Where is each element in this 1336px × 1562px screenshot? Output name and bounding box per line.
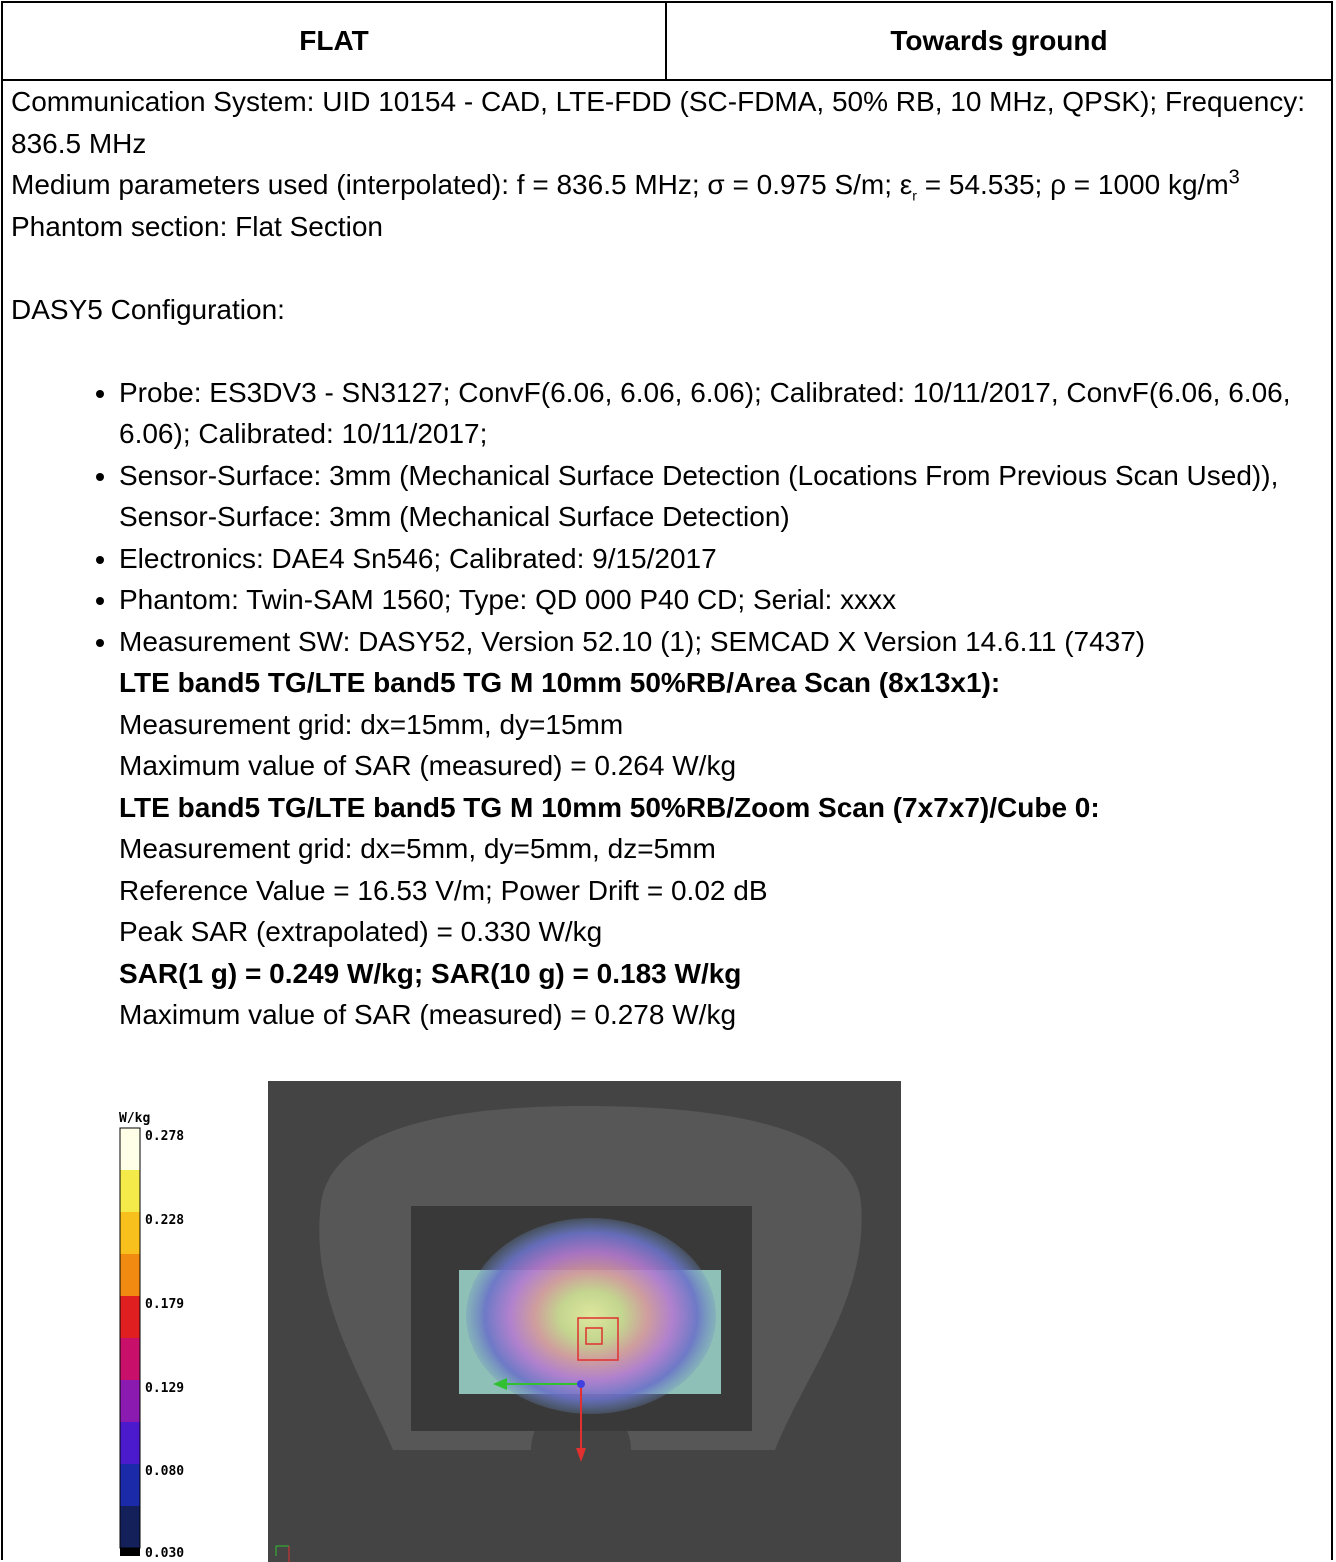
scan-title: LTE band5 TG/LTE band5 TG M 10mm 50%RB/Z… (119, 787, 1321, 829)
bullet: Sensor-Surface: 3mm (Mechanical Surface … (119, 455, 1321, 538)
page: FLAT Towards ground Communication System… (0, 0, 1336, 1560)
header-row: FLAT Towards ground (3, 3, 1331, 81)
colorbar-label: 0.030 (145, 1546, 184, 1561)
scan-line: Measurement grid: dx=5mm, dy=5mm, dz=5mm (119, 828, 1321, 870)
scan-block: LTE band5 TG/LTE band5 TG M 10mm 50%RB/A… (119, 662, 1321, 1036)
colorbar-label: 0.278 (145, 1129, 184, 1144)
header-cell: Towards ground (667, 3, 1331, 79)
paragraph: Medium parameters used (interpolated): f… (11, 164, 1321, 206)
superscript: 3 (1229, 167, 1240, 189)
scan-line: Maximum value of SAR (measured) = 0.264 … (119, 745, 1321, 787)
scan-line: Peak SAR (extrapolated) = 0.330 W/kg (119, 911, 1321, 953)
text: Medium parameters used (interpolated): f… (11, 169, 912, 200)
colorbar-unit: W/kg (119, 1111, 150, 1126)
bullet: Probe: ES3DV3 - SN3127; ConvF(6.06, 6.06… (119, 372, 1321, 455)
scan-line: Maximum value of SAR (measured) = 0.278 … (119, 994, 1321, 1036)
scan-title: LTE band5 TG/LTE band5 TG M 10mm 50%RB/A… (119, 662, 1321, 704)
paragraph: Communication System: UID 10154 - CAD, L… (11, 81, 1321, 164)
report-table: FLAT Towards ground Communication System… (1, 1, 1333, 1560)
bullet: Electronics: DAE4 Sn546; Calibrated: 9/1… (119, 538, 1321, 580)
paragraph: Phantom section: Flat Section (11, 206, 1321, 248)
scan-image (268, 1081, 901, 1562)
bullet: Measurement SW: DASY52, Version 52.10 (1… (119, 621, 1321, 663)
scan-line: Reference Value = 16.53 V/m; Power Drift… (119, 870, 1321, 912)
text: = 54.535; ρ = 1000 kg/m (917, 169, 1229, 200)
bullet-list: Probe: ES3DV3 - SN3127; ConvF(6.06, 6.06… (11, 372, 1321, 663)
colorbar: W/kg 0.278 0.228 0.179 0.129 0.080 0.030 (119, 1111, 184, 1561)
colorbar-label: 0.228 (145, 1213, 184, 1228)
sar-figure: W/kg 0.278 0.228 0.179 0.129 0.080 0.030 (3, 1078, 1333, 1562)
colorbar-label: 0.080 (145, 1464, 184, 1479)
header-cell: FLAT (3, 3, 667, 79)
body-cell: Communication System: UID 10154 - CAD, L… (3, 81, 1331, 1036)
colorbar-label: 0.129 (145, 1381, 184, 1396)
paragraph: DASY5 Configuration: (11, 289, 1321, 331)
scan-line: Measurement grid: dx=15mm, dy=15mm (119, 704, 1321, 746)
scan-result: SAR(1 g) = 0.249 W/kg; SAR(10 g) = 0.183… (119, 953, 1321, 995)
bullet: Phantom: Twin-SAM 1560; Type: QD 000 P40… (119, 579, 1321, 621)
colorbar-label: 0.179 (145, 1297, 184, 1312)
